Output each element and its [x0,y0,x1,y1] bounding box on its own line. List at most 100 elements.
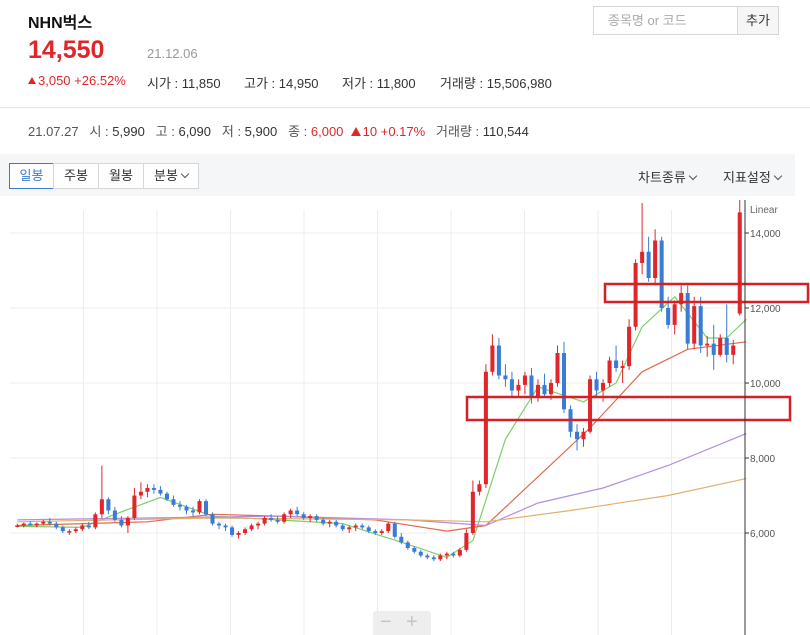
candle-body [705,343,710,346]
candle-body [21,523,26,526]
candle-body [561,353,567,410]
candle-body [47,521,52,524]
candle-body [34,523,39,526]
candle-body [731,345,736,355]
candle-body [418,551,423,556]
candle-body [425,555,430,558]
candle-body [470,491,475,533]
stock-name: NHN벅스 [28,15,93,32]
candle-body [503,375,508,380]
candle-body [132,495,137,518]
moving-average-line [17,478,747,523]
candle-body [698,306,703,346]
volume-stat: 거래량 : 15,506,980 [440,76,552,91]
scale-label: Linear [750,205,778,216]
candle-body [80,525,85,530]
candle-body [392,523,397,537]
price-axis: Linear 6,000 8,000 10,000 12,000 14,000 [744,200,781,635]
tick-label: 12,000 [750,304,781,315]
candle-body [399,536,404,543]
change-amount: 3,050 [38,73,71,88]
candle-body [601,383,606,391]
chart-type-dropdown[interactable]: 차트종류 [638,167,698,186]
candle-body [151,488,156,490]
candle-body [308,516,313,518]
zoom-out-button[interactable]: − [380,611,392,633]
candle-body [164,493,169,500]
candle-body [620,366,625,368]
moving-average-line [17,341,747,532]
candle-body [360,525,365,528]
candle-body [125,518,130,526]
candle-body [685,293,690,344]
candle-body [431,557,436,560]
candle-body [451,553,456,556]
highlight-boxes [465,282,810,422]
candle-body [60,527,65,532]
tick-label: 10,000 [750,379,781,390]
candles [15,200,742,562]
price-date: 21.12.06 [147,46,198,61]
candle-body [99,499,104,515]
candle-body [614,360,619,368]
candle-body [386,523,391,532]
add-button[interactable]: 추가 [737,6,779,35]
candle-body [444,553,449,556]
open-stat: 시가 : 11,850 [147,76,221,91]
candle-body [490,345,495,372]
candle-body [692,306,697,344]
candle-body [581,431,586,440]
candlestick-chart[interactable]: Linear 6,000 8,000 10,000 12,000 14,000 [0,200,810,635]
moving-average-line [17,295,747,559]
stock-search-input[interactable]: 종목명 or 코드 [593,6,738,35]
candle-body [438,555,443,560]
current-price: 14,550 [28,36,105,64]
candle-body [73,529,78,532]
candle-body [314,516,319,520]
candle-body [243,529,248,533]
candle-body [548,383,554,395]
candle-body [653,240,658,278]
candle-body [236,533,241,535]
candle-body [516,384,521,391]
candle-body [269,518,274,520]
chevron-down-icon [773,171,783,181]
tab-daily[interactable]: 일봉 [9,163,54,189]
candle-body [366,527,371,532]
candle-body [405,542,410,548]
candle-body [640,251,645,263]
candle-body [288,510,293,515]
chevron-down-icon [180,169,190,179]
candle-body [184,506,189,511]
low-stat: 저가 : 11,800 [342,76,416,91]
up-arrow-icon [28,77,36,84]
candle-body [666,308,671,325]
candle-body [177,504,182,507]
tab-monthly[interactable]: 월봉 [98,163,144,189]
candle-body [217,523,222,526]
candle-body [457,549,462,556]
candle-body [145,488,150,492]
candle-body [112,510,117,520]
indicator-settings-dropdown[interactable]: 지표설정 [723,167,783,186]
tab-weekly[interactable]: 주봉 [53,163,99,189]
candle-body [119,519,124,526]
candle-body [275,519,280,522]
candle-body [588,379,593,432]
candle-body [659,240,664,308]
candle-body [633,263,638,327]
candle-body [321,519,326,524]
candle-body [464,533,469,550]
candle-body [373,531,378,533]
tick-label: 14,000 [750,229,781,240]
candle-body [646,251,651,278]
candle-body [171,499,176,505]
candle-body [67,531,72,533]
candle-body [347,527,352,530]
candle-body [249,525,254,530]
candle-body [627,326,632,367]
tab-minute[interactable]: 분봉 [143,163,199,189]
zoom-in-button[interactable]: + [406,611,418,633]
candle-body [54,523,59,528]
candle-body [679,293,684,305]
